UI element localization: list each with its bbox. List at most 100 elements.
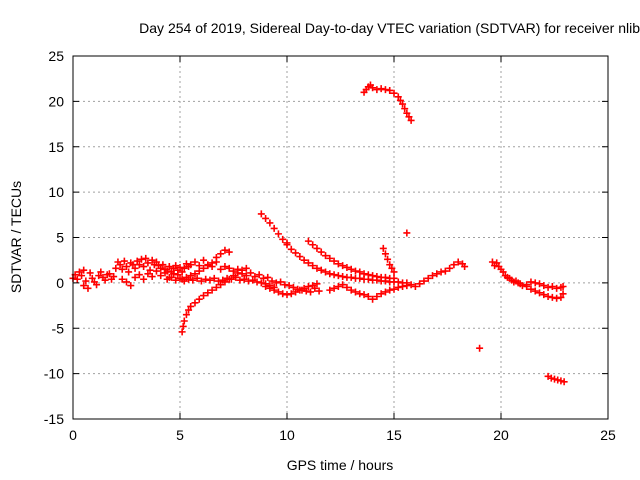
data-point (210, 274, 218, 282)
data-point (343, 263, 351, 271)
data-point (73, 275, 81, 283)
data-point (247, 269, 255, 277)
data-point (187, 302, 195, 310)
data-point (292, 249, 300, 257)
data-point (377, 290, 385, 298)
data-point (544, 292, 552, 300)
data-point (152, 258, 160, 266)
data-point (120, 257, 128, 265)
data-point (493, 259, 501, 267)
data-point (433, 270, 441, 278)
x-tick-label: 15 (386, 427, 402, 443)
data-point (84, 284, 92, 292)
data-point (304, 283, 312, 291)
data-point (257, 279, 265, 287)
data-point (208, 263, 216, 271)
data-point (531, 279, 539, 287)
data-point (557, 377, 565, 385)
data-point (165, 263, 173, 271)
data-point (390, 285, 398, 293)
data-point (304, 237, 312, 245)
data-point (200, 256, 208, 264)
data-point (557, 293, 565, 301)
data-point (285, 282, 293, 290)
data-point (217, 250, 225, 258)
data-point (394, 283, 402, 291)
data-point (401, 105, 409, 113)
data-point (223, 274, 231, 282)
data-point (127, 282, 135, 290)
series-late-low-segment (544, 372, 568, 386)
data-point (364, 271, 372, 279)
data-point (200, 264, 208, 272)
data-point (351, 288, 359, 296)
y-tick-label: 10 (48, 184, 64, 200)
data-point (373, 273, 381, 281)
data-point (499, 268, 507, 276)
data-point (197, 277, 205, 285)
data-point (381, 273, 389, 281)
series-upper-tail (283, 237, 398, 282)
data-point (144, 270, 152, 278)
data-point (518, 282, 526, 290)
data-point (403, 109, 411, 117)
data-point (315, 287, 323, 295)
data-point (157, 272, 165, 280)
data-point (227, 275, 235, 283)
data-point (287, 245, 295, 253)
grid-lines (73, 56, 608, 419)
data-point (356, 274, 364, 282)
data-point (148, 256, 156, 264)
data-point (548, 283, 556, 291)
data-point (551, 375, 558, 383)
data-point (86, 269, 94, 277)
y-tick-label: 0 (56, 275, 64, 291)
data-point (386, 86, 394, 94)
data-point (234, 265, 242, 273)
data-point (300, 284, 308, 292)
data-point (356, 290, 364, 298)
data-point (461, 263, 469, 271)
data-point (221, 246, 229, 254)
data-point (123, 263, 130, 271)
data-point (390, 89, 398, 97)
y-tick-label: 5 (56, 230, 64, 246)
data-point (334, 272, 342, 280)
data-point (82, 277, 90, 285)
data-point (78, 272, 86, 280)
data-point (292, 288, 300, 296)
data-point (215, 277, 223, 285)
data-point (249, 276, 257, 284)
data-point (296, 253, 304, 261)
data-point (283, 239, 291, 247)
data-point (536, 289, 544, 297)
data-point (264, 273, 272, 281)
data-point (334, 283, 342, 291)
data-point (225, 264, 233, 272)
data-point (105, 270, 113, 278)
axis-ticks: 0 5 10 15 20 25 -15 -10 -5 0 5 10 15 20 25 (44, 48, 616, 443)
data-point (386, 286, 394, 294)
series-mid-band (187, 256, 323, 296)
data-point (544, 283, 552, 291)
data-point (123, 278, 130, 286)
data-point (287, 290, 295, 298)
data-point (266, 219, 274, 227)
data-point (146, 266, 154, 274)
data-point (179, 322, 187, 330)
data-point (356, 268, 364, 276)
data-point (399, 283, 407, 291)
data-point (204, 289, 212, 297)
data-point (416, 280, 424, 288)
data-point (384, 255, 392, 263)
data-point (116, 261, 124, 269)
data-point (381, 288, 389, 296)
data-point (317, 266, 325, 274)
data-point (206, 276, 214, 284)
data-point (95, 272, 103, 280)
series-dip-band (262, 258, 469, 303)
data-point (446, 264, 454, 272)
data-point (309, 262, 317, 270)
data-point (217, 281, 225, 289)
